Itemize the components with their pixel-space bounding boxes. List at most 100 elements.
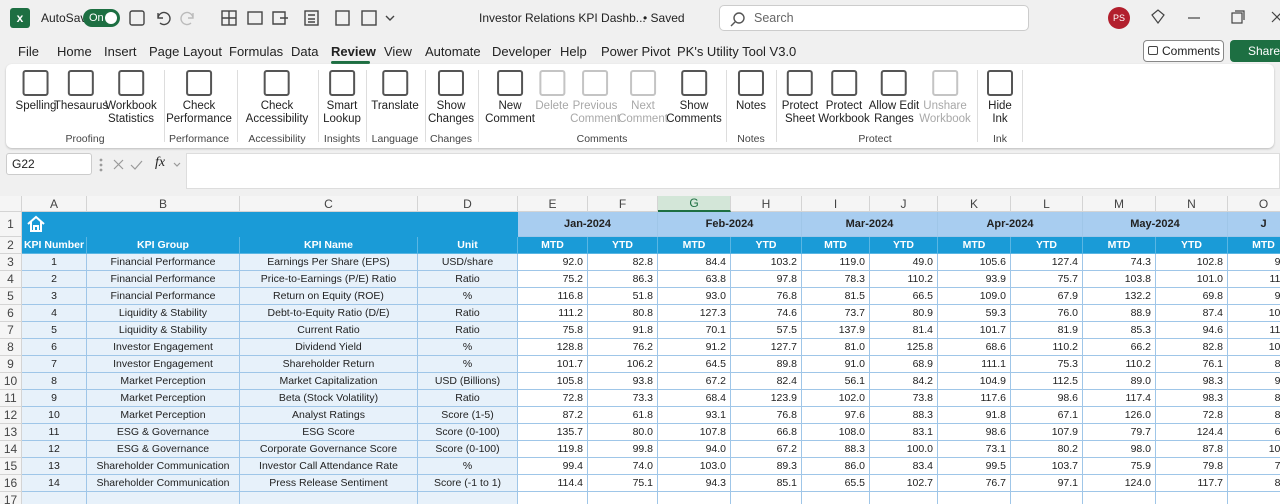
- button-icon: [22, 70, 49, 96]
- ribbon-button[interactable]: Show Comments: [666, 68, 722, 126]
- value-cell: 84.2: [870, 373, 938, 390]
- row-header: 5: [0, 288, 22, 305]
- ribbon-group-label: Ink: [992, 133, 1008, 145]
- menu-tab[interactable]: Home: [57, 44, 92, 59]
- button-label: Hide: [988, 100, 1012, 112]
- empty-cell: [658, 492, 731, 504]
- kpi-info-cell: Earnings Per Share (EPS): [240, 254, 418, 271]
- menu-tab[interactable]: Automate: [425, 44, 481, 59]
- button-icon: [987, 70, 1013, 96]
- ribbon-button[interactable]: Spelling: [16, 68, 56, 113]
- ribbon-button[interactable]: Translate: [371, 68, 419, 113]
- menu-tab[interactable]: PK's Utility Tool V3.0: [677, 44, 797, 59]
- value-cell: 73.1: [938, 441, 1011, 458]
- kpi-info-cell: 14: [22, 475, 87, 492]
- window-controls: [1151, 9, 1280, 24]
- month-header: Apr-2024: [938, 212, 1083, 237]
- menu-tab[interactable]: Formulas: [229, 44, 284, 59]
- search-icon: [730, 12, 745, 27]
- empty-cell: [87, 492, 240, 504]
- value-cell: 84.9: [1228, 407, 1280, 424]
- menu-tab[interactable]: Help: [560, 44, 587, 59]
- value-cell: 98.0: [1083, 441, 1156, 458]
- comments-button[interactable]: Comments: [1143, 40, 1224, 62]
- user-avatar[interactable]: PS: [1108, 7, 1130, 29]
- value-cell: 56.1: [802, 373, 870, 390]
- row-header: 15: [0, 458, 22, 475]
- value-cell: 94.3: [658, 475, 731, 492]
- ribbon-button[interactable]: Protect Sheet: [782, 68, 818, 126]
- ribbon-divider: [237, 70, 238, 142]
- ribbon-button[interactable]: Workbook Statistics: [105, 68, 157, 126]
- share-button[interactable]: Share: [1230, 40, 1280, 62]
- menu-tab[interactable]: View: [384, 44, 412, 59]
- button-icon: [118, 70, 144, 96]
- menu-tab[interactable]: Review: [331, 44, 376, 59]
- button-label: Protect: [781, 100, 819, 112]
- ribbon: Proofing Spelling Thesaurus Workbook Statist…: [6, 64, 1274, 148]
- value-cell: 76.2: [588, 339, 658, 356]
- button-label: Comments: [666, 113, 722, 125]
- ribbon-divider: [776, 70, 777, 142]
- menu-tab[interactable]: File: [18, 44, 39, 59]
- column-header: H: [731, 196, 802, 212]
- ribbon-button[interactable]: Notes: [736, 68, 766, 113]
- row-header: 16: [0, 475, 22, 492]
- value-cell: 57.5: [731, 322, 802, 339]
- kpi-info-cell: Financial Performance: [87, 271, 240, 288]
- value-cell: 89.3: [731, 458, 802, 475]
- kpi-info-cell: Debt-to-Equity Ratio (D/E): [240, 305, 418, 322]
- button-icon: [680, 70, 707, 96]
- kpi-info-cell: Price-to-Earnings (P/E) Ratio: [240, 271, 418, 288]
- kpi-info-cell: Liquidity & Stability: [87, 322, 240, 339]
- formula-input[interactable]: [186, 153, 1280, 189]
- value-cell: 73.3: [588, 390, 658, 407]
- menu-tab[interactable]: Page Layout: [149, 44, 223, 59]
- search-box[interactable]: Search: [719, 5, 1029, 31]
- value-cell: 132.2: [1083, 288, 1156, 305]
- value-cell: 93.1: [658, 407, 731, 424]
- ribbon-button[interactable]: Check Performance: [166, 68, 232, 126]
- empty-cell: [1156, 492, 1228, 504]
- home-icon[interactable]: [26, 214, 46, 234]
- value-cell: 81.5: [802, 288, 870, 305]
- name-box[interactable]: G22: [6, 153, 92, 175]
- value-cell: 80.9: [870, 305, 938, 322]
- column-header: J: [870, 196, 938, 212]
- ribbon-button[interactable]: Check Accessibility: [246, 68, 308, 126]
- value-cell: 119.8: [518, 441, 588, 458]
- value-cell: 82.8: [1156, 339, 1228, 356]
- kpi-info-cell: Score (1-5): [418, 407, 518, 424]
- value-cell: 98.3: [1156, 390, 1228, 407]
- ribbon-button[interactable]: Thesaurus: [54, 68, 108, 113]
- menu-tab[interactable]: Power Pivot: [601, 44, 671, 59]
- empty-cell: [240, 492, 418, 504]
- button-label: Workbook: [105, 100, 157, 112]
- kpi-info-cell: Score (0-100): [418, 424, 518, 441]
- value-cell: 127.7: [731, 339, 802, 356]
- ribbon-divider: [1022, 70, 1023, 142]
- value-cell: 107.9: [1011, 424, 1083, 441]
- ribbon-button[interactable]: Smart Lookup: [323, 68, 361, 126]
- menu-tab[interactable]: Insert: [104, 44, 137, 59]
- ribbon-button[interactable]: Hide Ink: [987, 68, 1013, 126]
- ribbon-button[interactable]: New Comment: [485, 68, 535, 126]
- column-title: YTD: [1156, 237, 1228, 254]
- value-cell: 88.3: [802, 441, 870, 458]
- menu-tab[interactable]: Developer: [492, 44, 552, 59]
- ribbon-button[interactable]: Show Changes: [428, 68, 474, 126]
- formula-tools: [99, 158, 181, 172]
- ribbon-button[interactable]: Protect Workbook: [818, 68, 870, 126]
- empty-cell: [938, 492, 1011, 504]
- menu-tab[interactable]: Data: [291, 44, 319, 59]
- button-label: Lookup: [323, 113, 361, 125]
- kpi-info-cell: 10: [22, 407, 87, 424]
- button-icon: [186, 70, 212, 96]
- value-cell: 101.0: [1156, 271, 1228, 288]
- value-cell: 79.8: [1156, 458, 1228, 475]
- column-title: MTD: [1228, 237, 1280, 254]
- value-cell: 67.1: [1011, 407, 1083, 424]
- autosave-toggle[interactable]: On: [83, 9, 120, 27]
- ribbon-button[interactable]: Allow Edit Ranges: [869, 68, 919, 126]
- share-text: Share: [1248, 44, 1280, 58]
